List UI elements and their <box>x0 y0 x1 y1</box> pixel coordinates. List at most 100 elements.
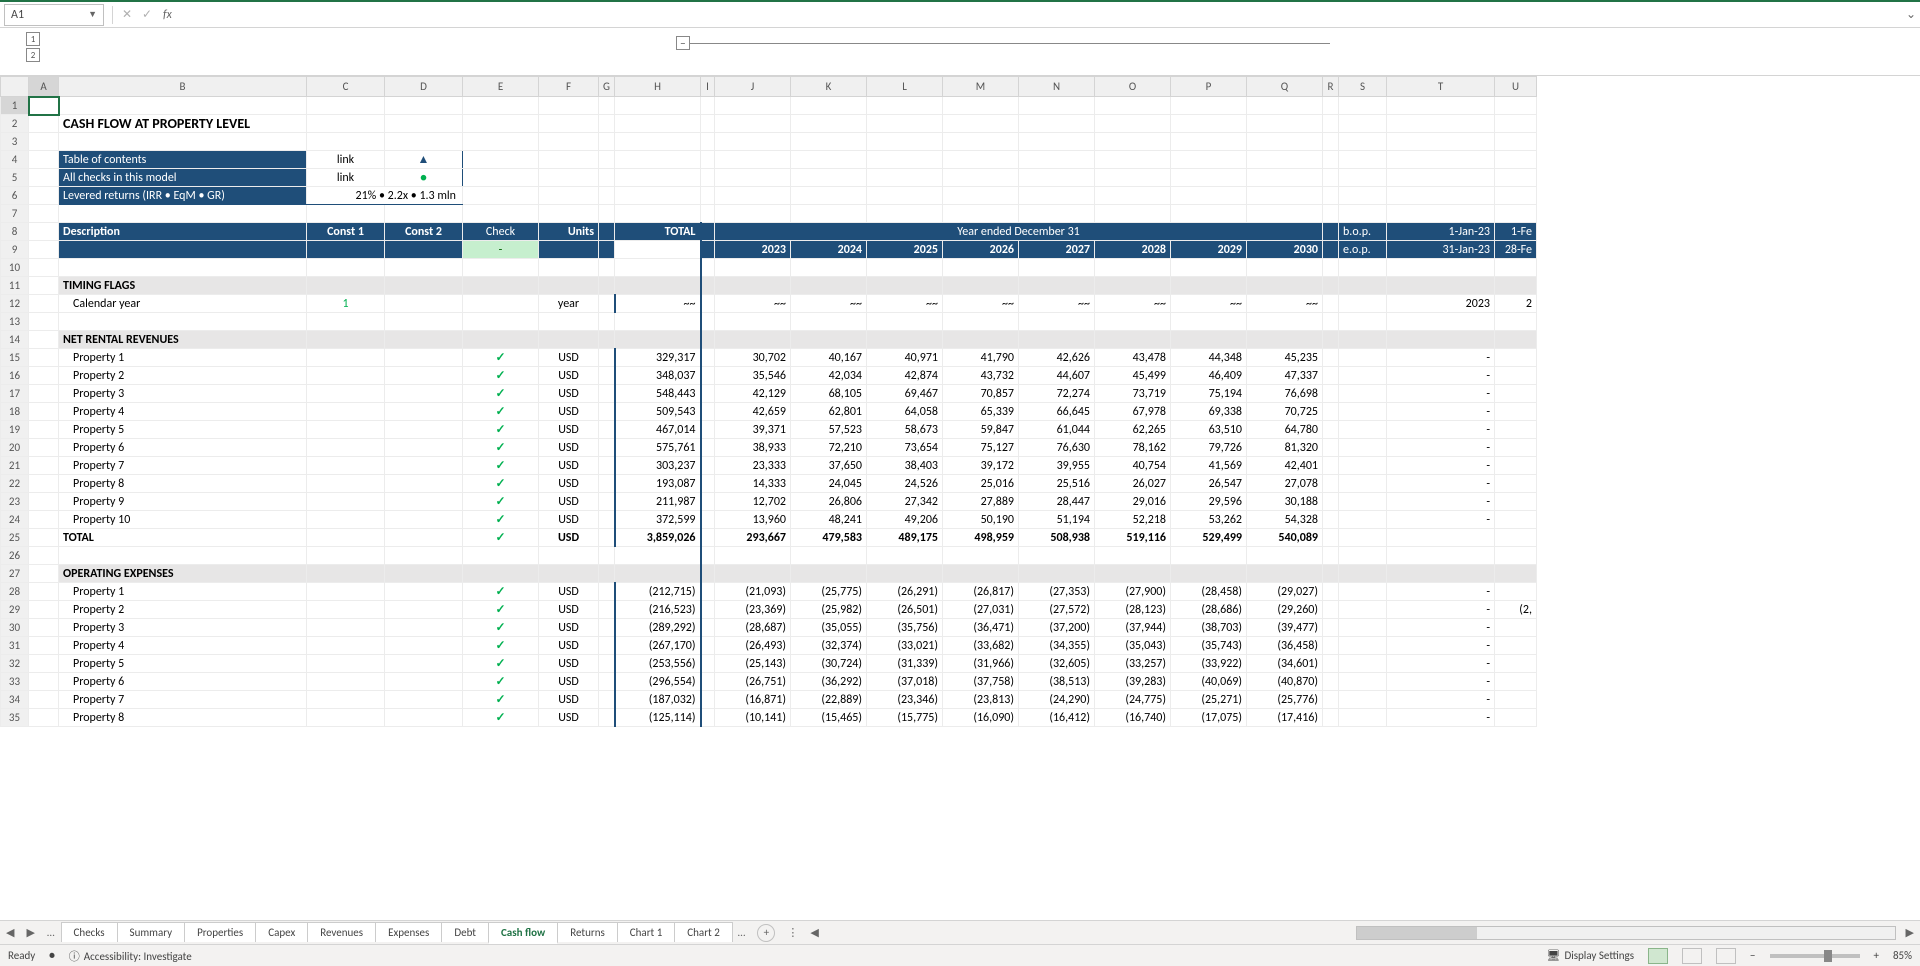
sheet-tab-cash-flow[interactable]: Cash flow <box>488 922 558 944</box>
tab-nav-next-icon[interactable]: ▶ <box>20 926 40 939</box>
row-header[interactable]: 24 <box>1 511 29 529</box>
formula-input[interactable] <box>172 2 1902 27</box>
row-header[interactable]: 17 <box>1 385 29 403</box>
row-header[interactable]: 3 <box>1 133 29 151</box>
view-page-break-icon[interactable] <box>1716 948 1736 964</box>
sheet-tab-revenues[interactable]: Revenues <box>307 922 376 942</box>
chevron-down-icon[interactable]: ▼ <box>88 9 97 20</box>
tab-ellipsis-left[interactable]: … <box>41 926 61 939</box>
display-settings[interactable]: 🖥Display Settings <box>1546 949 1634 962</box>
select-all-cell[interactable] <box>1 77 29 97</box>
status-ready: Ready <box>8 949 35 962</box>
row-header[interactable]: 31 <box>1 637 29 655</box>
sheet-tab-summary[interactable]: Summary <box>117 922 186 942</box>
column-header-L[interactable]: L <box>867 77 943 97</box>
column-header-C[interactable]: C <box>307 77 385 97</box>
tab-scroll-right-icon[interactable]: ▶ <box>1900 926 1920 939</box>
sheet-tab-properties[interactable]: Properties <box>184 922 256 942</box>
column-header-D[interactable]: D <box>385 77 463 97</box>
tab-scroll-left-icon[interactable]: ◀ <box>804 926 824 939</box>
view-page-layout-icon[interactable] <box>1682 948 1702 964</box>
row-header[interactable]: 8 <box>1 223 29 241</box>
column-header-A[interactable]: A <box>29 77 59 97</box>
row-header[interactable]: 13 <box>1 313 29 331</box>
row-header[interactable]: 35 <box>1 709 29 727</box>
spreadsheet-grid[interactable]: ABCDEFGHIJKLMNOPQRSTU12CASH FLOW AT PROP… <box>0 76 1920 920</box>
row-header[interactable]: 30 <box>1 619 29 637</box>
row-header[interactable]: 10 <box>1 259 29 277</box>
name-box[interactable]: A1 ▼ <box>4 4 104 26</box>
row-header[interactable]: 22 <box>1 475 29 493</box>
tab-ellipsis-right[interactable]: … <box>732 926 752 939</box>
column-header-N[interactable]: N <box>1019 77 1095 97</box>
fx-icon[interactable]: fx <box>163 8 172 22</box>
zoom-out-icon[interactable]: − <box>1750 949 1755 962</box>
column-header-E[interactable]: E <box>463 77 539 97</box>
row-header[interactable]: 32 <box>1 655 29 673</box>
column-header-K[interactable]: K <box>791 77 867 97</box>
column-header-R[interactable]: R <box>1323 77 1339 97</box>
name-box-value: A1 <box>11 8 24 22</box>
row-header[interactable]: 9 <box>1 241 29 259</box>
column-header-H[interactable]: H <box>615 77 701 97</box>
macro-record-icon[interactable]: ⏺ <box>49 949 55 963</box>
row-header[interactable]: 15 <box>1 349 29 367</box>
accept-formula-icon[interactable]: ✓ <box>137 7 157 22</box>
outline-level-2[interactable]: 2 <box>26 48 40 62</box>
outline-collapse-icon[interactable]: − <box>676 36 690 50</box>
row-header[interactable]: 16 <box>1 367 29 385</box>
row-header[interactable]: 21 <box>1 457 29 475</box>
row-header[interactable]: 25 <box>1 529 29 547</box>
horizontal-scrollbar[interactable] <box>825 926 1900 940</box>
outline-level-1[interactable]: 1 <box>26 32 40 46</box>
column-header-B[interactable]: B <box>59 77 307 97</box>
row-header[interactable]: 12 <box>1 295 29 313</box>
cell-A1[interactable] <box>29 97 59 115</box>
column-header-P[interactable]: P <box>1171 77 1247 97</box>
column-header-J[interactable]: J <box>715 77 791 97</box>
sheet-tab-returns[interactable]: Returns <box>557 922 618 942</box>
row-header[interactable]: 2 <box>1 115 29 133</box>
accessibility-status[interactable]: ⓘAccessibility: Investigate <box>69 948 192 964</box>
zoom-in-icon[interactable]: + <box>1874 949 1879 962</box>
view-normal-icon[interactable] <box>1648 948 1668 964</box>
row-header[interactable]: 18 <box>1 403 29 421</box>
row-header[interactable]: 28 <box>1 583 29 601</box>
column-header-I[interactable]: I <box>701 77 715 97</box>
sheet-tab-chart-1[interactable]: Chart 1 <box>617 922 676 942</box>
row-header[interactable]: 11 <box>1 277 29 295</box>
add-sheet-icon[interactable]: + <box>757 924 775 942</box>
column-header-U[interactable]: U <box>1495 77 1537 97</box>
row-header[interactable]: 27 <box>1 565 29 583</box>
sheet-tab-debt[interactable]: Debt <box>441 922 489 942</box>
sheet-tab-chart-2[interactable]: Chart 2 <box>674 922 733 942</box>
column-header-S[interactable]: S <box>1339 77 1387 97</box>
sheet-tab-expenses[interactable]: Expenses <box>375 922 442 942</box>
zoom-slider[interactable] <box>1770 954 1860 958</box>
sheet-tab-checks[interactable]: Checks <box>61 922 118 942</box>
row-header[interactable]: 20 <box>1 439 29 457</box>
row-header[interactable]: 5 <box>1 169 29 187</box>
tab-nav-prev-icon[interactable]: ◀ <box>0 926 20 939</box>
column-header-M[interactable]: M <box>943 77 1019 97</box>
sheet-tab-capex[interactable]: Capex <box>255 922 308 942</box>
expand-formula-icon[interactable]: ⌄ <box>1902 7 1920 22</box>
column-header-F[interactable]: F <box>539 77 599 97</box>
column-header-O[interactable]: O <box>1095 77 1171 97</box>
row-header[interactable]: 1 <box>1 97 29 115</box>
row-header[interactable]: 33 <box>1 673 29 691</box>
row-header[interactable]: 26 <box>1 547 29 565</box>
column-header-G[interactable]: G <box>599 77 615 97</box>
row-header[interactable]: 23 <box>1 493 29 511</box>
row-header[interactable]: 34 <box>1 691 29 709</box>
cancel-formula-icon[interactable]: ✕ <box>117 7 137 22</box>
column-header-Q[interactable]: Q <box>1247 77 1323 97</box>
row-header[interactable]: 7 <box>1 205 29 223</box>
row-header[interactable]: 6 <box>1 187 29 205</box>
row-header[interactable]: 29 <box>1 601 29 619</box>
column-header-T[interactable]: T <box>1387 77 1495 97</box>
row-header[interactable]: 4 <box>1 151 29 169</box>
row-header[interactable]: 19 <box>1 421 29 439</box>
row-header[interactable]: 14 <box>1 331 29 349</box>
zoom-level[interactable]: 85% <box>1893 949 1912 962</box>
